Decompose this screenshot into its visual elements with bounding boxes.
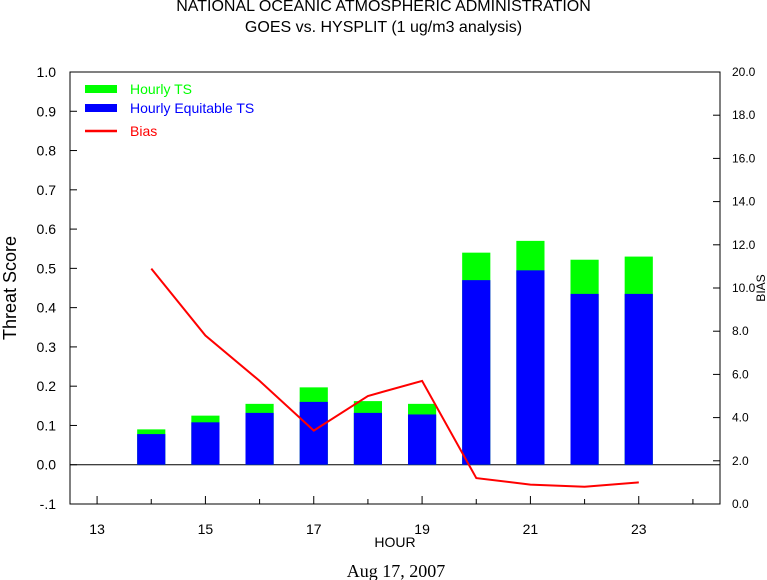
ets-bar bbox=[408, 414, 437, 465]
ets-bar bbox=[299, 401, 328, 465]
y2-tick-label: 0.0 bbox=[732, 497, 749, 511]
chart-subtitle: GOES vs. HYSPLIT (1 ug/m3 analysis) bbox=[244, 19, 523, 36]
y2-tick-label: 18.0 bbox=[732, 108, 756, 122]
y-axis-label: Threat Score bbox=[0, 236, 20, 340]
y-tick-label: 0.8 bbox=[37, 143, 57, 159]
legend-label: Hourly TS bbox=[130, 81, 192, 97]
bias-line bbox=[150, 267, 639, 488]
y2-tick-label: 8.0 bbox=[732, 324, 749, 338]
chart-footer-date: Aug 17, 2007 bbox=[347, 561, 446, 580]
ets-bar bbox=[570, 293, 599, 465]
ets-bar bbox=[137, 434, 166, 465]
x-tick-label: 13 bbox=[89, 521, 105, 537]
x-tick-label: 19 bbox=[414, 521, 430, 537]
y2-tick-label: 20.0 bbox=[732, 65, 756, 79]
y-tick-label: 0.5 bbox=[37, 260, 57, 276]
x-tick-label: 23 bbox=[631, 521, 647, 537]
y-tick-label: 0.4 bbox=[37, 300, 57, 316]
legend-label: Hourly Equitable TS bbox=[130, 100, 254, 116]
y-tick-label: 0.7 bbox=[37, 182, 57, 198]
x-tick-label: 15 bbox=[198, 521, 214, 537]
legend-swatch bbox=[85, 104, 117, 112]
legend-swatch bbox=[85, 85, 117, 93]
y-tick-label: 0.3 bbox=[37, 339, 57, 355]
y2-tick-label: 10.0 bbox=[732, 281, 756, 295]
ets-bar bbox=[516, 270, 545, 465]
chart-title: NATIONAL OCEANIC ATMOSPHERIC ADMINISTRAT… bbox=[176, 0, 591, 15]
y-tick-label: 0.0 bbox=[37, 457, 57, 473]
y-tick-label: 0.2 bbox=[37, 378, 57, 394]
y2-tick-label: 14.0 bbox=[732, 195, 756, 209]
y-tick-label: 0.1 bbox=[37, 417, 57, 433]
x-tick-label: 17 bbox=[306, 521, 322, 537]
y2-tick-label: 4.0 bbox=[732, 411, 749, 425]
y2-axis-label: BIAS bbox=[754, 274, 767, 301]
y-tick-label: 1.0 bbox=[37, 64, 57, 80]
y2-tick-label: 6.0 bbox=[732, 367, 749, 381]
y-tick-label: 0.6 bbox=[37, 221, 57, 237]
ets-bar bbox=[191, 422, 220, 465]
ets-bar bbox=[462, 280, 491, 465]
ets-bar bbox=[245, 412, 274, 465]
y-tick-label: 0.9 bbox=[37, 103, 57, 119]
ets-bar bbox=[624, 293, 653, 465]
x-tick-label: 21 bbox=[523, 521, 539, 537]
y2-tick-label: 16.0 bbox=[732, 151, 756, 165]
y2-tick-label: 12.0 bbox=[732, 238, 756, 252]
ets-bar bbox=[353, 412, 382, 465]
y2-tick-label: 2.0 bbox=[732, 454, 749, 468]
y-tick-label: -.1 bbox=[40, 496, 57, 512]
legend-label: Bias bbox=[130, 123, 157, 139]
x-axis-label: HOUR bbox=[374, 534, 415, 550]
